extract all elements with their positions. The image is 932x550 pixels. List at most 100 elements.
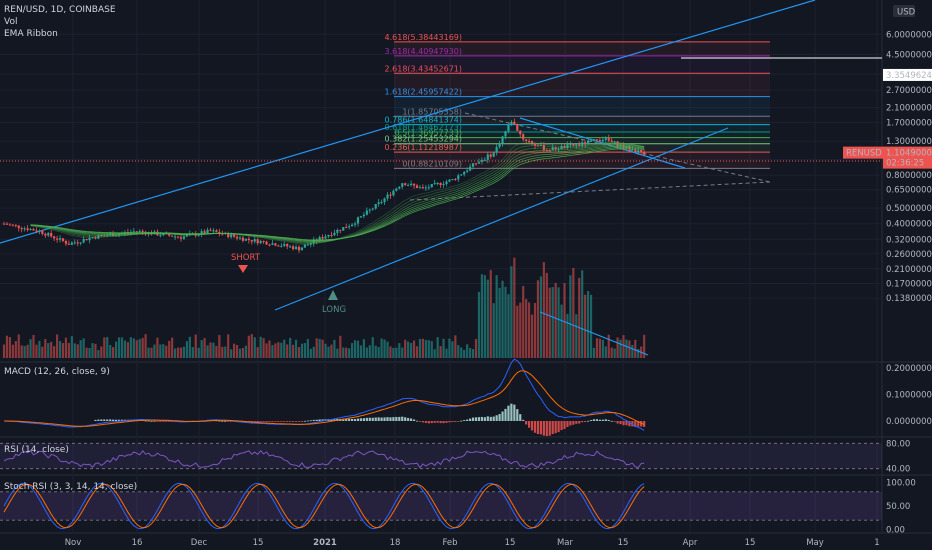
volume-bar xyxy=(221,346,224,358)
macd-histogram-bar xyxy=(132,419,135,421)
volume-bar xyxy=(418,338,422,358)
long-label: LONG xyxy=(322,305,346,315)
volume-bar xyxy=(395,347,398,358)
volume-bar xyxy=(268,340,271,358)
macd-histogram-bar xyxy=(283,421,286,422)
volume-bar xyxy=(277,342,280,358)
volume-bar xyxy=(389,346,392,358)
grid-lines xyxy=(0,0,932,534)
volume-bar xyxy=(522,285,525,358)
macd-histogram-bar xyxy=(318,419,321,421)
candle-body xyxy=(510,121,513,125)
macd-histogram-bar xyxy=(457,421,460,422)
candle-body xyxy=(174,236,177,238)
candle-body xyxy=(294,246,298,250)
candle-body xyxy=(418,187,422,189)
candle-body xyxy=(330,234,333,236)
macd-histogram-bar xyxy=(486,416,489,421)
volume-bar xyxy=(126,342,129,358)
macd-histogram-bar xyxy=(365,417,368,421)
volume-bar xyxy=(185,341,188,358)
triangle-upper-line xyxy=(519,117,686,169)
volume-bar xyxy=(466,344,469,358)
volume-bar xyxy=(244,345,247,358)
candle-body xyxy=(498,143,501,147)
volume-bar xyxy=(545,272,548,358)
candle-body xyxy=(324,236,327,239)
fib-zone xyxy=(394,131,770,138)
candle-body xyxy=(38,230,41,232)
currency-badge[interactable] xyxy=(893,5,915,17)
volume-bar xyxy=(156,337,159,358)
volume-bar xyxy=(404,339,407,358)
macd-histogram-bar xyxy=(159,421,162,422)
candle-body xyxy=(439,183,442,186)
volume-bar xyxy=(572,267,575,358)
macd-histogram-bar xyxy=(519,414,522,421)
volume-bar xyxy=(430,341,433,358)
candle-body xyxy=(522,134,525,140)
macd-histogram-bar xyxy=(330,419,333,421)
volume-bar xyxy=(35,344,38,358)
candle-body xyxy=(356,217,360,224)
candle-body xyxy=(513,121,516,125)
candle-body xyxy=(333,232,336,236)
volume-bar xyxy=(383,339,386,358)
symbol-tag-label: RENUSD xyxy=(846,149,882,159)
rsi-panel[interactable] xyxy=(0,442,882,470)
volume-bar xyxy=(566,313,569,358)
macd-histogram-bar xyxy=(356,418,360,421)
stoch-rsi-panel[interactable] xyxy=(0,482,882,530)
macd-histogram-bar xyxy=(395,416,398,421)
volume-bar xyxy=(557,287,560,358)
volume-bar xyxy=(374,345,377,358)
fib-level-label: 0.5(1.36957733) xyxy=(395,129,462,138)
volume-bar xyxy=(625,339,628,358)
volume-bar xyxy=(197,347,200,358)
macd-histogram-bar xyxy=(598,419,601,421)
macd-histogram-bar xyxy=(463,420,466,421)
candle-body xyxy=(241,237,245,241)
macd-histogram-bar xyxy=(604,419,607,421)
macd-histogram-bar xyxy=(643,421,646,427)
fib-zone xyxy=(394,152,770,169)
time-axis[interactable]: Nov 16 Dec 15 2021 18 Feb 15 Mar 15 Apr 15 May 1 xyxy=(65,538,880,548)
volume-bar xyxy=(8,337,11,358)
macd-panel[interactable] xyxy=(3,358,646,437)
macd-histogram-bar xyxy=(259,421,262,422)
candle-body xyxy=(519,130,522,135)
volume-bar xyxy=(280,342,283,358)
fib-zone xyxy=(394,124,770,132)
candle-body xyxy=(70,242,73,245)
price-axis[interactable]: 6.000000004.500000003.400000002.70000000… xyxy=(843,30,932,536)
volume-bar xyxy=(5,335,9,358)
candle-body xyxy=(91,237,94,239)
candle-body xyxy=(244,238,247,241)
candle-body xyxy=(58,238,62,240)
countdown-label: 02:36:25 xyxy=(886,159,924,169)
macd-histogram-bar xyxy=(297,421,301,422)
volume-bar xyxy=(14,341,17,358)
macd-histogram-bar xyxy=(516,409,519,421)
candle-body xyxy=(548,150,551,152)
volume-bar xyxy=(421,338,424,358)
volume-bar xyxy=(117,337,121,358)
macd-histogram-bar xyxy=(548,421,551,436)
volume-bar xyxy=(371,337,374,358)
candle-body xyxy=(563,146,566,148)
volume-bar xyxy=(368,345,371,358)
macd-histogram-bar xyxy=(613,421,616,422)
candle-body xyxy=(448,179,451,182)
volume-bar xyxy=(348,348,351,358)
macd-histogram-bar xyxy=(442,421,445,424)
volume-bar xyxy=(109,344,112,358)
price-panel[interactable]: 4.618(5.38443169) 3.618(4.40947930) 2.618(… xyxy=(0,0,882,311)
volume-bar xyxy=(613,348,616,358)
volume-bar xyxy=(179,347,183,358)
volume-bar xyxy=(401,347,404,358)
candle-body xyxy=(575,144,578,146)
volume-bar xyxy=(539,276,542,358)
